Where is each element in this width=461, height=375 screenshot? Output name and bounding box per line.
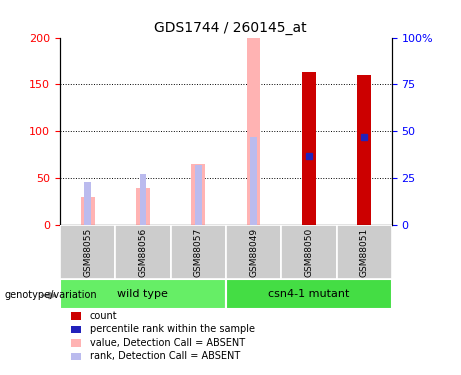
Text: genotype/variation: genotype/variation [5,291,97,300]
Bar [60,279,226,309]
Text: percentile rank within the sample: percentile rank within the sample [90,324,255,334]
Text: rank, Detection Call = ABSENT: rank, Detection Call = ABSENT [90,351,240,361]
Bar [115,225,171,279]
Bar [281,225,337,279]
Bar [337,225,392,279]
Bar [171,225,226,279]
Bar [140,174,146,225]
Bar [357,75,371,225]
Bar [136,188,150,225]
Text: count: count [90,311,118,321]
Bar [226,225,281,279]
Bar [191,164,205,225]
Text: GDS1744 / 260145_at: GDS1744 / 260145_at [154,21,307,34]
Text: GSM88049: GSM88049 [249,228,258,277]
Bar [60,225,115,279]
Text: GSM88055: GSM88055 [83,228,92,277]
Bar [250,137,257,225]
Bar [247,38,260,225]
Bar [84,182,91,225]
Text: GSM88051: GSM88051 [360,228,369,277]
Text: csn4-1 mutant: csn4-1 mutant [268,290,349,299]
Text: value, Detection Call = ABSENT: value, Detection Call = ABSENT [90,338,245,348]
Bar [81,197,95,225]
Text: GSM88056: GSM88056 [138,228,148,277]
Text: GSM88050: GSM88050 [304,228,313,277]
Bar [195,165,201,225]
Text: GSM88057: GSM88057 [194,228,203,277]
Text: wild type: wild type [118,290,168,299]
Bar [226,279,392,309]
Bar [302,72,316,225]
